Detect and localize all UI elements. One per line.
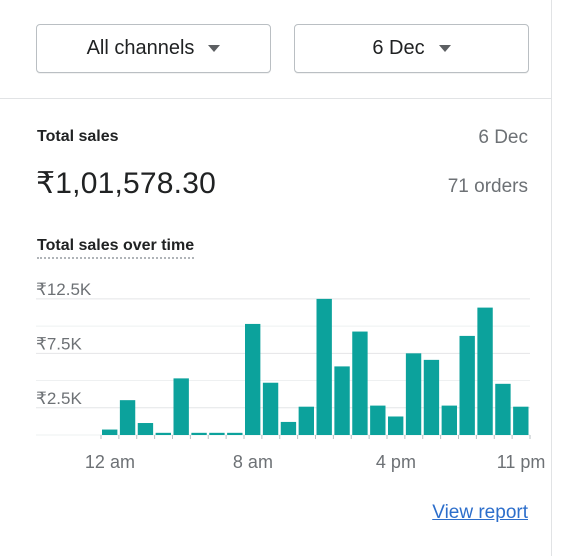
bar-hour-0[interactable] bbox=[102, 429, 118, 435]
total-sales-amount: ₹1,01,578.30 bbox=[36, 167, 216, 200]
bar-hour-8[interactable] bbox=[245, 323, 261, 435]
channel-filter-label: All channels bbox=[86, 37, 195, 59]
bar-hour-21[interactable] bbox=[477, 307, 493, 435]
bar-hour-20[interactable] bbox=[459, 335, 475, 435]
x-tick-label: 11 pm bbox=[497, 452, 546, 472]
bar-hour-2[interactable] bbox=[137, 423, 154, 435]
bar-hour-15[interactable] bbox=[370, 405, 386, 435]
x-tick-label: 12 am bbox=[85, 452, 135, 472]
caret-down-icon bbox=[438, 45, 451, 52]
total-sales-date: 6 Dec bbox=[478, 127, 528, 148]
panel-right-border bbox=[551, 0, 552, 556]
y-tick-label: ₹12.5K bbox=[36, 280, 92, 299]
bar-hour-4[interactable] bbox=[173, 378, 189, 435]
bar-hour-9[interactable] bbox=[262, 382, 279, 435]
bar-hour-16[interactable] bbox=[388, 416, 404, 435]
y-tick-label: ₹7.5K bbox=[36, 334, 82, 353]
sales-bar-chart: ₹2.5K ₹7.5K ₹12.5K 12 am 8 am 4 pm 11 pm bbox=[36, 280, 546, 472]
bar-hour-11[interactable] bbox=[298, 406, 314, 435]
view-report-link[interactable]: View report bbox=[432, 502, 528, 523]
channel-filter-dropdown[interactable]: All channels bbox=[36, 24, 271, 73]
bar-hour-3[interactable] bbox=[155, 432, 171, 435]
bar-hour-10[interactable] bbox=[280, 421, 297, 435]
bar-hour-17[interactable] bbox=[405, 353, 422, 435]
bar-hour-12[interactable] bbox=[316, 298, 332, 435]
orders-count: 71 orders bbox=[447, 176, 528, 197]
bar-hour-22[interactable] bbox=[495, 383, 511, 435]
bar-hour-1[interactable] bbox=[119, 400, 136, 435]
bar-hour-6[interactable] bbox=[209, 432, 225, 435]
chart-title[interactable]: Total sales over time bbox=[37, 237, 195, 259]
date-filter-dropdown[interactable]: 6 Dec bbox=[294, 24, 529, 73]
bar-hour-19[interactable] bbox=[441, 405, 457, 435]
x-tick-label: 8 am bbox=[233, 452, 273, 472]
bar-hour-7[interactable] bbox=[227, 432, 243, 435]
y-tick-label: ₹2.5K bbox=[36, 389, 82, 408]
bar-hour-18[interactable] bbox=[423, 359, 440, 435]
date-filter-label: 6 Dec bbox=[372, 37, 425, 59]
total-sales-label: Total sales bbox=[37, 128, 119, 145]
x-tick-label: 4 pm bbox=[376, 452, 416, 472]
bar-hour-14[interactable] bbox=[352, 331, 368, 435]
bar-hour-23[interactable] bbox=[513, 406, 529, 435]
bar-hour-5[interactable] bbox=[191, 432, 207, 435]
bar-hour-13[interactable] bbox=[334, 366, 350, 435]
filter-bar: All channels 6 Dec bbox=[0, 0, 551, 99]
caret-down-icon bbox=[208, 45, 221, 52]
